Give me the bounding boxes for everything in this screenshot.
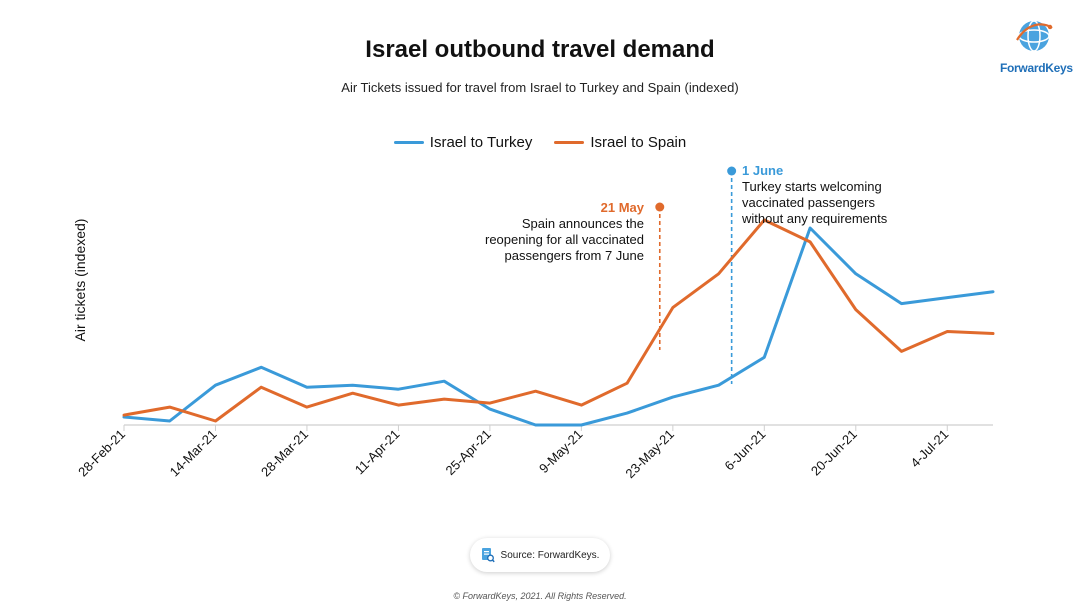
x-tick-label: 14-Mar-21 <box>167 427 220 480</box>
x-tick-label: 11-Apr-21 <box>352 427 403 478</box>
y-axis-label: Air tickets (indexed) <box>72 218 88 342</box>
chart-subtitle: Air Tickets issued for travel from Israe… <box>341 80 739 95</box>
annotation-dot <box>727 166 737 176</box>
x-tick-label: 4-Jul-21 <box>908 427 952 471</box>
x-tick-label: 23-May-21 <box>622 427 677 482</box>
x-tick-label: 28-Feb-21 <box>75 427 128 480</box>
chart-legend: Israel to Turkey Israel to Spain <box>0 134 1080 151</box>
document-search-icon <box>481 548 495 563</box>
x-tick-label: 25-Apr-21 <box>443 427 494 478</box>
annotation-turkey-line: without any requirements <box>742 211 888 226</box>
annotation-spain-line: Spain announces the <box>521 216 644 231</box>
axes: 28-Feb-21 14-Mar-21 28-Mar-21 11-Apr-21 25-A… <box>75 424 993 482</box>
legend-item-spain: Israel to Spain <box>554 134 686 151</box>
series-line-spain <box>122 218 995 423</box>
legend-label-turkey: Israel to Turkey <box>429 134 533 151</box>
x-tick-label: 28-Mar-21 <box>258 427 311 480</box>
annotation-dot <box>655 202 665 212</box>
annotation-spain-line: passengers from 7 June <box>504 248 644 263</box>
annotation-turkey-date: 1 June <box>742 163 784 178</box>
x-tick-label: 6-Jun-21 <box>722 427 769 474</box>
annotation-spain: 21 May Spain announces the reopening for… <box>460 200 644 264</box>
globe-icon <box>1016 20 1053 52</box>
legend-swatch-turkey <box>393 141 424 144</box>
x-tick-label: 20-Jun-21 <box>808 427 860 479</box>
logo-text: ForwardKeys <box>1000 61 1073 75</box>
annotation-turkey-line: vaccinated passengers <box>742 195 875 210</box>
copyright-text: © ForwardKeys, 2021. All Rights Reserved… <box>453 591 627 601</box>
chart-title: Israel outbound travel demand <box>365 36 715 63</box>
forwardkeys-logo: ForwardKeys <box>1000 18 1073 75</box>
series-lines <box>122 218 995 427</box>
legend-label-spain: Israel to Spain <box>590 134 687 151</box>
legend-swatch-spain <box>554 141 585 144</box>
series-line-turkey <box>122 226 995 427</box>
legend-item-turkey: Israel to Turkey <box>393 134 533 151</box>
annotation-markers <box>655 166 737 384</box>
annotation-spain-line: reopening for all vaccinated <box>485 232 644 247</box>
annotation-turkey: 1 June Turkey starts welcoming vaccinate… <box>742 163 942 227</box>
x-tick-label: 9-May-21 <box>536 427 585 476</box>
annotation-turkey-line: Turkey starts welcoming <box>742 179 882 194</box>
source-badge: Source: ForwardKeys. <box>470 538 610 572</box>
source-text: Source: ForwardKeys. <box>500 549 600 561</box>
annotation-spain-date: 21 May <box>600 200 644 215</box>
